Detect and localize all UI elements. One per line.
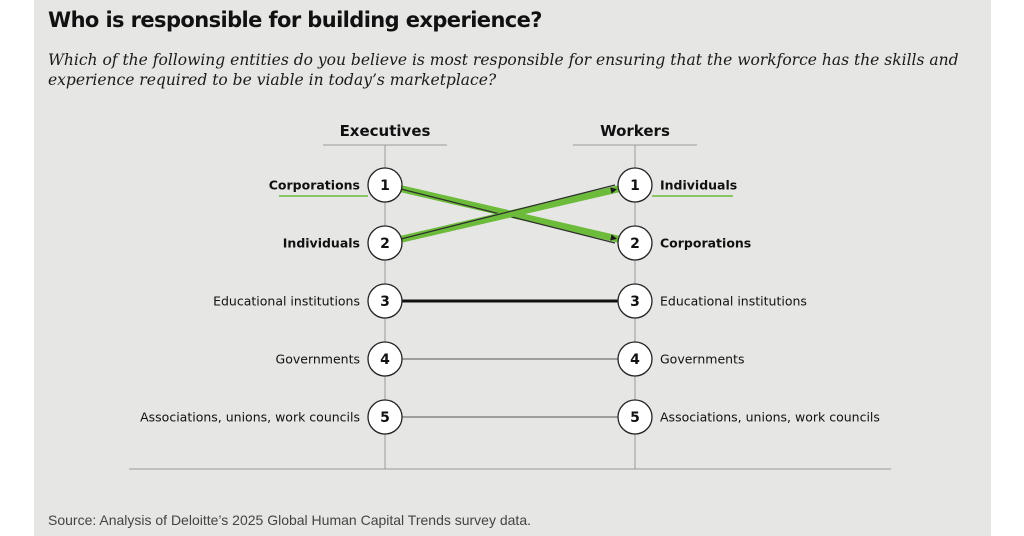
rank-node-executives-2 (367, 225, 403, 261)
slope-arrow-individuals (610, 187, 617, 194)
rank-node-executives-1 (367, 167, 403, 203)
chart-subtitle: Which of the following entities do you b… (48, 51, 959, 89)
rank-number-executives-5: 5 (380, 410, 390, 426)
source-note: Source: Analysis of Deloitte’s 2025 Glob… (48, 512, 531, 528)
entity-label-workers-educational-institutions: Educational institutions (660, 294, 807, 309)
chart-panel: Who is responsible for building experien… (34, 0, 991, 536)
rank-node-executives-5 (367, 399, 403, 435)
rank-node-workers-1 (617, 167, 653, 203)
chart-title: Who is responsible for building experien… (48, 8, 542, 32)
rank-number-workers-4: 4 (630, 352, 640, 368)
rank-number-executives-2: 2 (380, 236, 390, 252)
rank-node-workers-5 (617, 399, 653, 435)
entity-label-executives-educational-institutions: Educational institutions (213, 294, 360, 309)
rank-number-workers-3: 3 (630, 294, 640, 310)
entity-label-workers-associations-unions-work-councils: Associations, unions, work councils (660, 410, 880, 425)
entity-label-workers-individuals: Individuals (660, 178, 737, 193)
entity-label-workers-governments: Governments (660, 352, 744, 367)
column-header-executives: Executives (340, 122, 431, 140)
slope-band-individuals (384, 181, 636, 247)
rank-node-workers-2 (617, 225, 653, 261)
entity-label-workers-corporations: Corporations (660, 236, 751, 251)
rank-node-workers-3 (617, 283, 653, 319)
slope-arrow-corporations (610, 234, 617, 241)
column-header-workers: Workers (600, 122, 670, 140)
rank-number-workers-2: 2 (630, 236, 640, 252)
rank-number-executives-1: 1 (380, 178, 390, 194)
rank-number-executives-3: 3 (380, 294, 390, 310)
slope-line-individuals (384, 184, 616, 244)
rank-node-workers-4 (617, 341, 653, 377)
entity-label-executives-individuals: Individuals (283, 236, 360, 251)
entity-label-executives-governments: Governments (276, 352, 360, 367)
rank-node-executives-4 (367, 341, 403, 377)
rank-number-workers-1: 1 (630, 178, 640, 194)
entity-label-executives-corporations: Corporations (269, 178, 360, 193)
rank-node-executives-3 (367, 283, 403, 319)
entity-label-executives-associations-unions-work-councils: Associations, unions, work councils (140, 410, 360, 425)
rank-number-executives-4: 4 (380, 352, 390, 368)
rank-number-workers-5: 5 (630, 410, 640, 426)
